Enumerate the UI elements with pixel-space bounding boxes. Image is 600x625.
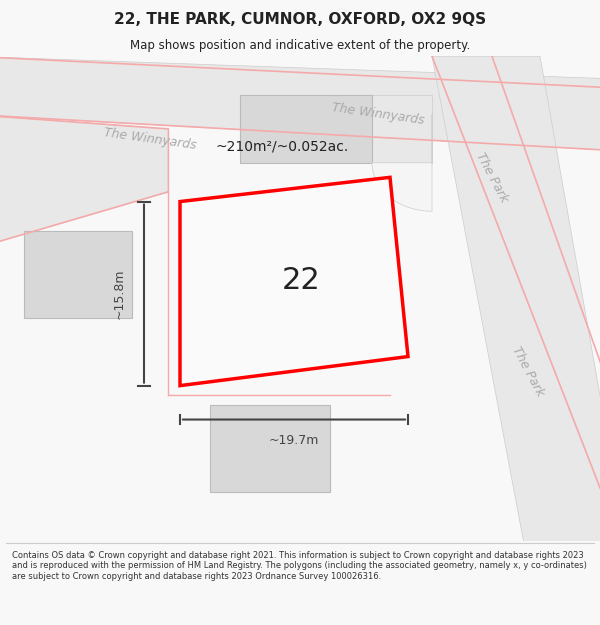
- Text: Contains OS data © Crown copyright and database right 2021. This information is : Contains OS data © Crown copyright and d…: [12, 551, 587, 581]
- Polygon shape: [432, 56, 600, 565]
- Text: ~19.7m: ~19.7m: [269, 434, 319, 447]
- Text: ~210m²/~0.052ac.: ~210m²/~0.052ac.: [215, 139, 349, 153]
- Text: ~15.8m: ~15.8m: [113, 268, 126, 319]
- Polygon shape: [240, 95, 372, 162]
- Text: The Winnyards: The Winnyards: [103, 126, 197, 151]
- Text: Map shows position and indicative extent of the property.: Map shows position and indicative extent…: [130, 39, 470, 52]
- Polygon shape: [0, 114, 168, 250]
- Polygon shape: [180, 177, 408, 386]
- Polygon shape: [210, 405, 330, 492]
- Polygon shape: [0, 56, 600, 153]
- Text: 22, THE PARK, CUMNOR, OXFORD, OX2 9QS: 22, THE PARK, CUMNOR, OXFORD, OX2 9QS: [114, 12, 486, 28]
- Polygon shape: [372, 95, 432, 162]
- Text: The Park: The Park: [509, 344, 547, 398]
- Text: The Park: The Park: [473, 150, 511, 204]
- Polygon shape: [24, 231, 132, 318]
- Polygon shape: [372, 114, 432, 211]
- Text: The Winnyards: The Winnyards: [331, 101, 425, 127]
- Text: 22: 22: [282, 266, 321, 295]
